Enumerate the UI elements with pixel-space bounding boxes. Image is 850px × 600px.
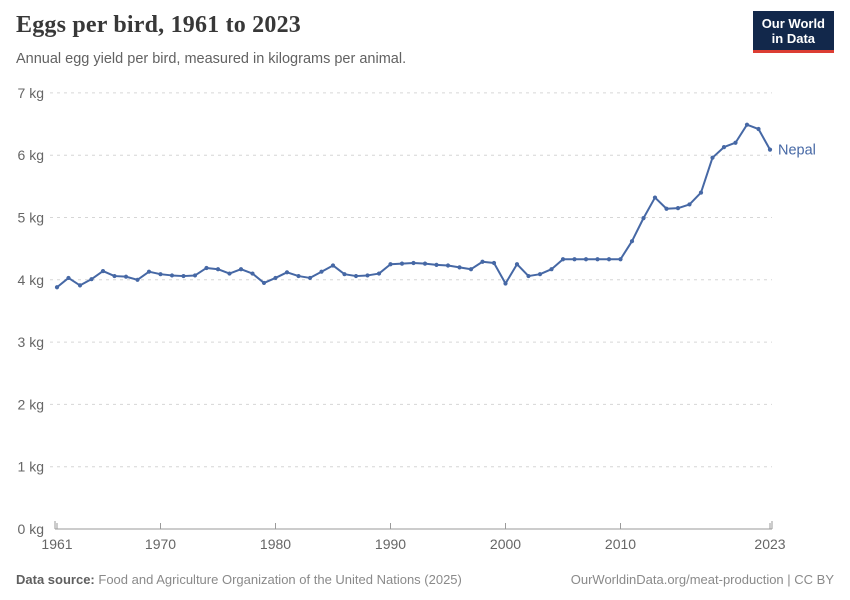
data-point-2008[interactable]: [595, 257, 600, 262]
data-point-1961[interactable]: [54, 285, 60, 290]
x-tick-label: 1980: [260, 536, 291, 552]
owid-logo-line1: Our World: [761, 16, 825, 31]
data-point-1982[interactable]: [296, 273, 301, 279]
data-point-1987[interactable]: [353, 273, 359, 279]
data-point-1972[interactable]: [181, 273, 186, 279]
series-end-label: Nepal: [778, 143, 816, 159]
credit-link[interactable]: OurWorldinData.org/meat-production | CC …: [570, 572, 834, 587]
data-point-2015[interactable]: [675, 206, 681, 211]
data-source-label: Data source:: [16, 572, 95, 587]
data-point-2001[interactable]: [514, 262, 520, 267]
data-point-1992[interactable]: [411, 260, 416, 266]
y-tick-label: 7 kg: [18, 85, 44, 101]
y-tick-label: 4 kg: [18, 272, 44, 288]
data-point-1996[interactable]: [457, 265, 462, 270]
data-point-1990[interactable]: [388, 262, 393, 267]
data-point-1999[interactable]: [491, 260, 497, 266]
data-point-2010[interactable]: [618, 257, 623, 262]
data-point-1966[interactable]: [112, 273, 117, 279]
data-point-1983[interactable]: [307, 275, 313, 281]
data-point-2011[interactable]: [629, 239, 635, 244]
data-point-1974[interactable]: [204, 265, 209, 271]
data-point-1962[interactable]: [66, 275, 71, 281]
data-point-1968[interactable]: [135, 277, 140, 282]
data-point-2005[interactable]: [560, 257, 566, 262]
data-point-2000[interactable]: [503, 281, 508, 286]
owid-logo[interactable]: Our World in Data: [752, 11, 834, 53]
data-point-1965[interactable]: [100, 268, 106, 274]
data-point-1993[interactable]: [422, 261, 428, 266]
data-point-1995[interactable]: [445, 263, 451, 268]
y-tick-label: 0 kg: [18, 521, 44, 537]
data-point-1977[interactable]: [238, 267, 244, 272]
y-tick-label: 5 kg: [18, 210, 44, 226]
y-tick-label: 3 kg: [18, 334, 44, 350]
data-point-2017[interactable]: [698, 190, 704, 195]
data-point-2007[interactable]: [583, 257, 589, 262]
data-point-1988[interactable]: [365, 273, 370, 278]
data-source-text: Food and Agriculture Organization of the…: [98, 572, 462, 587]
data-point-2012[interactable]: [641, 216, 646, 221]
y-tick-label: 6 kg: [18, 147, 44, 163]
page-subtitle: Annual egg yield per bird, measured in k…: [16, 51, 407, 67]
data-point-1963[interactable]: [77, 283, 83, 288]
data-point-1997[interactable]: [468, 267, 474, 272]
data-point-1969[interactable]: [146, 269, 152, 274]
data-point-1989[interactable]: [376, 271, 382, 276]
data-point-2016[interactable]: [687, 202, 692, 207]
y-tick-label: 2 kg: [18, 396, 44, 412]
data-point-1985[interactable]: [330, 263, 336, 268]
data-point-1975[interactable]: [215, 267, 221, 272]
data-point-1980[interactable]: [273, 275, 278, 281]
x-tick-label: 1990: [375, 536, 406, 552]
data-point-1991[interactable]: [399, 261, 405, 266]
data-point-2004[interactable]: [549, 267, 554, 272]
data-point-1976[interactable]: [227, 271, 232, 276]
data-point-2021[interactable]: [744, 122, 750, 127]
data-point-2013[interactable]: [652, 195, 658, 200]
data-point-1964[interactable]: [89, 277, 94, 282]
page-title: Eggs per bird, 1961 to 2023: [16, 12, 301, 38]
x-tick-label: 1961: [41, 536, 72, 552]
data-point-2023[interactable]: [767, 147, 773, 152]
x-tick-label: 2010: [605, 536, 636, 552]
data-point-1967[interactable]: [123, 274, 129, 279]
data-point-2018[interactable]: [710, 155, 715, 160]
data-point-1998[interactable]: [480, 259, 485, 264]
data-point-1970[interactable]: [158, 272, 163, 277]
data-point-1986[interactable]: [342, 272, 347, 277]
owid-logo-line2: in Data: [771, 31, 816, 46]
x-tick-label: 2000: [490, 536, 521, 552]
data-point-1981[interactable]: [284, 270, 290, 275]
data-point-2002[interactable]: [526, 273, 531, 279]
data-point-2022[interactable]: [756, 126, 761, 132]
x-tick-label: 1970: [145, 536, 176, 552]
data-point-1979[interactable]: [261, 280, 267, 286]
data-point-1973[interactable]: [192, 273, 198, 278]
y-tick-label: 1 kg: [18, 459, 44, 475]
data-point-1984[interactable]: [319, 269, 324, 274]
x-tick-label: 2023: [754, 536, 785, 552]
data-point-2006[interactable]: [572, 257, 577, 262]
data-point-2020[interactable]: [733, 140, 738, 145]
data-point-1994[interactable]: [434, 262, 439, 267]
data-point-1971[interactable]: [169, 273, 175, 278]
data-source: Data source: Food and Agriculture Organi…: [16, 572, 462, 587]
data-point-2014[interactable]: [664, 206, 669, 211]
data-point-2019[interactable]: [721, 145, 727, 150]
chart-footer: Data source: Food and Agriculture Organi…: [16, 572, 834, 587]
data-point-2009[interactable]: [606, 257, 612, 262]
data-point-2003[interactable]: [537, 272, 543, 277]
data-point-1978[interactable]: [250, 271, 255, 276]
